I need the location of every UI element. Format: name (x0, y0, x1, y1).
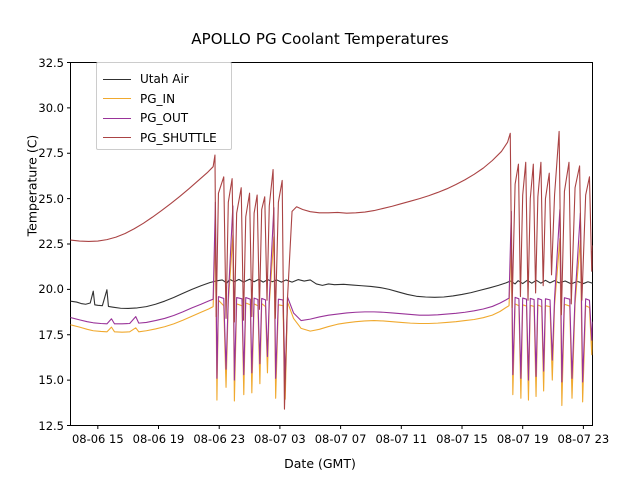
y-tick-label: 30.0 (38, 100, 64, 115)
y-tick-label: 20.0 (38, 282, 64, 297)
legend-entry-pg-out[interactable]: PG_OUT (103, 108, 188, 128)
x-axis-label: Date (GMT) (284, 456, 356, 471)
series-line-pg-out (70, 201, 593, 383)
x-tick-label: 08-07 03 (254, 431, 306, 446)
legend-label: PG_SHUTTLE (140, 130, 217, 145)
legend-color-swatch (103, 98, 131, 99)
series-line-pg-shuttle (70, 130, 593, 410)
legend-label: PG_IN (140, 91, 176, 106)
legend-entry-utah-air[interactable]: Utah Air (103, 69, 189, 89)
x-tick-label: 08-06 23 (193, 431, 246, 446)
legend-entry-pg-in[interactable]: PG_IN (103, 89, 175, 109)
x-tick-label: 08-07 23 (557, 431, 610, 446)
legend-color-swatch (103, 117, 131, 119)
y-tick-label: 17.5 (38, 327, 64, 342)
series-line-pg-in (70, 230, 593, 407)
series-group (70, 130, 593, 410)
legend-entry-pg-shuttle[interactable]: PG_SHUTTLE (103, 128, 217, 148)
y-tick-label: 15.0 (38, 373, 64, 388)
x-tick-label: 08-06 15 (71, 431, 124, 446)
x-tick-label: 08-07 11 (375, 431, 428, 446)
x-tick-label: 08-06 19 (132, 431, 185, 446)
chart-title: APOLLO PG Coolant Temperatures (191, 30, 449, 48)
legend-label: PG_OUT (140, 111, 189, 125)
y-tick-label: 32.5 (38, 55, 64, 70)
x-tick-label: 08-07 07 (314, 431, 367, 446)
y-axis-label: Temperature (C) (24, 134, 40, 237)
x-tick-label: 08-07 19 (496, 431, 549, 446)
y-tick-label: 22.5 (38, 237, 64, 251)
series-line-utah-air (70, 278, 593, 309)
y-tick-label: 12.5 (38, 418, 64, 433)
y-tick-label: 25.0 (38, 191, 64, 206)
chart-legend: Utah Air PG_IN PG_OUT PG_SHUTTLE (96, 62, 232, 150)
legend-color-swatch (103, 137, 131, 138)
legend-label: Utah Air (140, 72, 189, 86)
y-tick-label: 27.5 (38, 146, 64, 161)
x-tick-label: 08-07 15 (436, 431, 488, 446)
legend-color-swatch (103, 78, 131, 80)
